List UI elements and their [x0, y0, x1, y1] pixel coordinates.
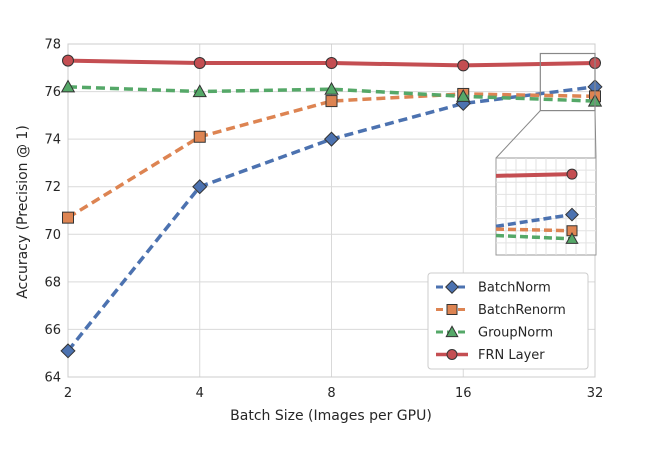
data-point-groupnorm [456, 88, 471, 102]
inset-data-point-batchnorm [565, 207, 579, 222]
inset-series-line-frn-layer [495, 172, 573, 178]
inset-series-line-groupnorm [495, 233, 573, 241]
y-tick-label: 74 [44, 133, 61, 148]
legend-entry: GroupNorm [436, 325, 553, 341]
y-axis-title: Accuracy (Precision @ 1) [15, 125, 31, 299]
inset-zoom-panel [495, 157, 597, 256]
legend-marker-groupnorm [445, 325, 459, 338]
axes: 64 66 68 70 72 74 76 78 2 4 8 16 32 [44, 38, 603, 402]
data-point-batchrenorm [193, 130, 206, 143]
series-layer [60, 54, 603, 359]
data-point-batchnorm [192, 179, 208, 195]
inset-series-line-batchnorm [495, 212, 573, 229]
zoom-region-box [539, 52, 596, 112]
y-tick-label: 68 [44, 275, 61, 290]
x-tick-label: 16 [455, 386, 472, 401]
inset-data-point-frn-layer [566, 168, 578, 180]
legend-label: BatchNorm [478, 281, 551, 296]
legend: BatchNorm BatchRenorm GroupNorm FRN Layer [427, 272, 589, 370]
zoom-connector-line [495, 110, 541, 159]
legend-marker-frn-layer [446, 349, 458, 360]
data-point-batchnorm [323, 131, 340, 147]
inset-series-line-batchrenorm [495, 227, 573, 233]
inset-data-point-groupnorm [565, 232, 579, 244]
legend-frame [427, 272, 589, 370]
zoom-connector-line [594, 110, 597, 159]
legend-entry: BatchNorm [436, 280, 551, 296]
legend-marker-batchrenorm [446, 304, 458, 315]
x-tick-label: 2 [64, 386, 72, 401]
y-tick-label: 64 [44, 371, 61, 386]
x-axis-title: Batch Size (Images per GPU) [230, 408, 432, 424]
legend-entry: BatchRenorm [436, 303, 566, 318]
data-point-groupnorm [192, 84, 207, 98]
y-tick-label: 70 [44, 228, 61, 243]
legend-label: FRN Layer [478, 348, 545, 363]
inset-series-groupnorm [495, 232, 579, 244]
data-point-groupnorm [324, 81, 339, 95]
y-tick-label: 72 [44, 180, 61, 195]
legend-entry: FRN Layer [436, 348, 545, 363]
data-point-batchrenorm [62, 211, 74, 224]
legend-label: GroupNorm [478, 326, 553, 341]
data-point-groupnorm [60, 79, 76, 93]
data-point-frn-layer [457, 59, 470, 72]
inset-series-frn-layer [495, 168, 578, 180]
x-tick-label: 32 [587, 386, 604, 401]
x-tick-label: 4 [196, 386, 204, 401]
y-tick-label: 76 [44, 85, 61, 100]
y-tick-label: 66 [44, 323, 61, 338]
x-tick-label: 8 [327, 386, 335, 401]
data-point-frn-layer [325, 57, 338, 70]
inset-series-batchnorm [495, 207, 579, 229]
data-point-batchnorm [60, 343, 76, 359]
data-point-frn-layer [62, 54, 74, 67]
series-frn-layer [62, 54, 601, 72]
data-point-batchrenorm [325, 95, 338, 108]
series-line-groupnorm [67, 85, 596, 103]
data-point-frn-layer [193, 57, 206, 70]
legend-label: BatchRenorm [478, 303, 566, 318]
series-line-batchrenorm [67, 92, 596, 220]
y-tick-label: 78 [44, 38, 61, 53]
zoom-box [495, 52, 597, 159]
legend-marker-batchnorm [445, 280, 459, 294]
